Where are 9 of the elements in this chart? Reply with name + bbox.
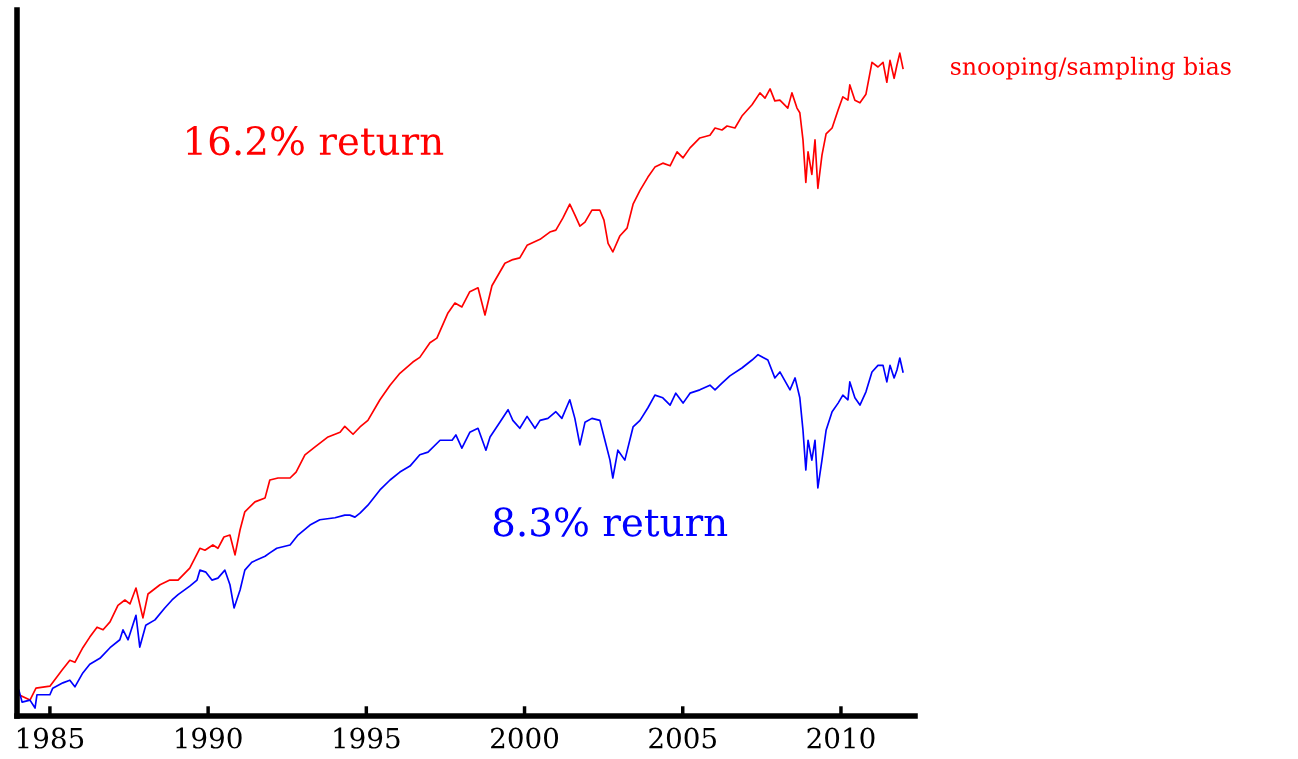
annotation: 16.2% return — [187, 126, 444, 156]
x-tick-label: 2010 — [807, 727, 875, 749]
x-tick-label: 1990 — [176, 727, 242, 749]
x-tick-label: 2005 — [649, 727, 716, 749]
x-tick-label: 1995 — [334, 727, 400, 749]
x-tick-label: 2000 — [491, 727, 559, 749]
x-tick-label: 1985 — [17, 727, 84, 749]
text: snooping/sampling bias — [951, 56, 1231, 80]
annotation: 8.3% return — [493, 507, 728, 537]
